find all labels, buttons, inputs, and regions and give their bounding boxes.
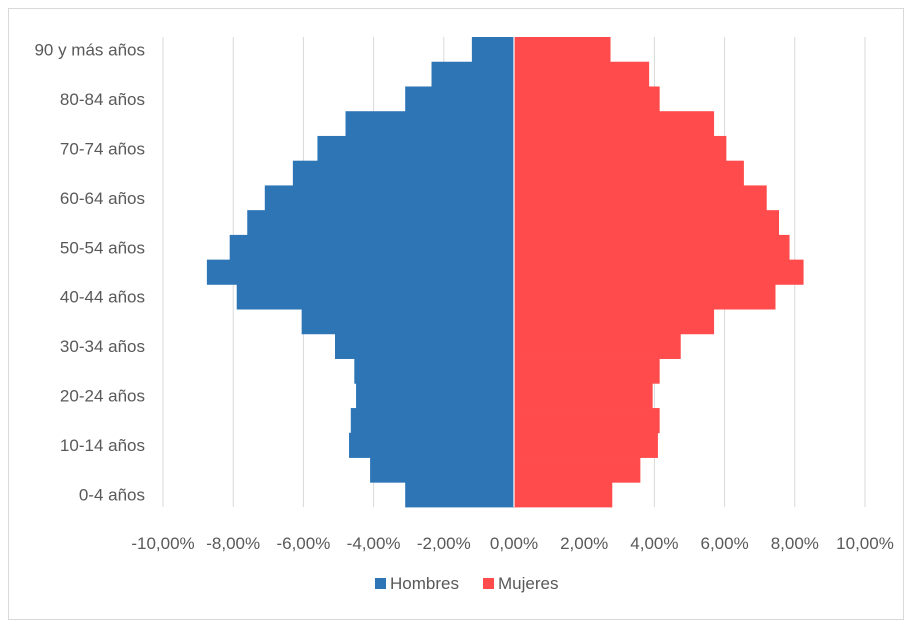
bar-mujeres-12: [514, 185, 767, 210]
y-tick-label-8: 40-44 años: [60, 288, 145, 307]
bar-hombres-5: [354, 359, 514, 384]
legend-item-mujeres: Mujeres: [483, 574, 558, 593]
x-tick-label-0: -10,00%: [131, 534, 194, 553]
bar-hombres-3: [351, 408, 514, 433]
y-tick-label-6: 30-34 años: [60, 337, 145, 356]
legend-swatch-mujeres: [483, 578, 494, 589]
y-tick-label-18: 90 y más años: [34, 40, 145, 59]
bar-hombres-10: [230, 235, 514, 260]
bar-mujeres-4: [514, 383, 653, 408]
bar-hombres-16: [405, 86, 514, 111]
x-tick-label-7: 4,00%: [630, 534, 678, 553]
legend: Hombres Mujeres: [375, 574, 558, 593]
bar-hombres-13: [293, 161, 514, 186]
y-tick-label-0: 0-4 años: [79, 486, 145, 505]
bar-mujeres-7: [514, 309, 714, 334]
bar-mujeres-6: [514, 334, 681, 359]
x-tick-label-1: -8,00%: [206, 534, 260, 553]
bars: [207, 37, 804, 507]
bar-mujeres-10: [514, 235, 790, 260]
y-tick-label-2: 10-14 años: [60, 436, 145, 455]
x-tick-label-5: 0,00%: [490, 534, 538, 553]
x-tick-label-9: 8,00%: [771, 534, 819, 553]
bar-hombres-15: [346, 111, 514, 136]
x-tick-label-8: 6,00%: [700, 534, 748, 553]
population-pyramid-chart: 0-4 años 10-14 años 20-24 años 30-34 años 40…: [9, 9, 905, 621]
bar-mujeres-9: [514, 260, 804, 285]
legend-swatch-hombres: [375, 578, 386, 589]
legend-label-mujeres: Mujeres: [498, 574, 558, 593]
bar-hombres-9: [207, 260, 514, 285]
bar-hombres-17: [432, 62, 514, 87]
legend-item-hombres: Hombres: [375, 574, 459, 593]
bar-mujeres-2: [514, 433, 658, 458]
bar-mujeres-0: [514, 482, 612, 507]
bar-hombres-0: [405, 482, 514, 507]
y-tick-label-12: 60-64 años: [60, 189, 145, 208]
bar-mujeres-11: [514, 210, 779, 235]
y-tick-label-4: 20-24 años: [60, 387, 145, 406]
bar-hombres-14: [317, 136, 514, 161]
x-tick-label-2: -6,00%: [276, 534, 330, 553]
x-tick-label-3: -4,00%: [347, 534, 401, 553]
bar-hombres-7: [302, 309, 514, 334]
bar-mujeres-18: [514, 37, 611, 62]
bar-mujeres-15: [514, 111, 714, 136]
bar-mujeres-13: [514, 161, 744, 186]
x-tick-label-4: -2,00%: [417, 534, 471, 553]
bar-hombres-12: [265, 185, 514, 210]
bar-mujeres-8: [514, 284, 775, 309]
bar-hombres-18: [472, 37, 514, 62]
bar-hombres-11: [247, 210, 514, 235]
bar-hombres-2: [349, 433, 514, 458]
x-tick-label-6: 2,00%: [560, 534, 608, 553]
legend-label-hombres: Hombres: [390, 574, 459, 593]
bar-mujeres-3: [514, 408, 660, 433]
bar-hombres-1: [370, 458, 514, 483]
bar-mujeres-16: [514, 86, 660, 111]
bar-hombres-6: [335, 334, 514, 359]
x-tick-label-10: 10,00%: [836, 534, 894, 553]
bar-mujeres-17: [514, 62, 649, 87]
bar-hombres-4: [356, 383, 514, 408]
bar-hombres-8: [237, 284, 514, 309]
bar-mujeres-5: [514, 359, 660, 384]
y-tick-label-14: 70-74 años: [60, 139, 145, 158]
y-tick-label-10: 50-54 años: [60, 238, 145, 257]
chart-frame: 0-4 años 10-14 años 20-24 años 30-34 años 40…: [8, 8, 904, 620]
bar-mujeres-1: [514, 458, 640, 483]
bar-mujeres-14: [514, 136, 726, 161]
y-tick-label-16: 80-84 años: [60, 90, 145, 109]
